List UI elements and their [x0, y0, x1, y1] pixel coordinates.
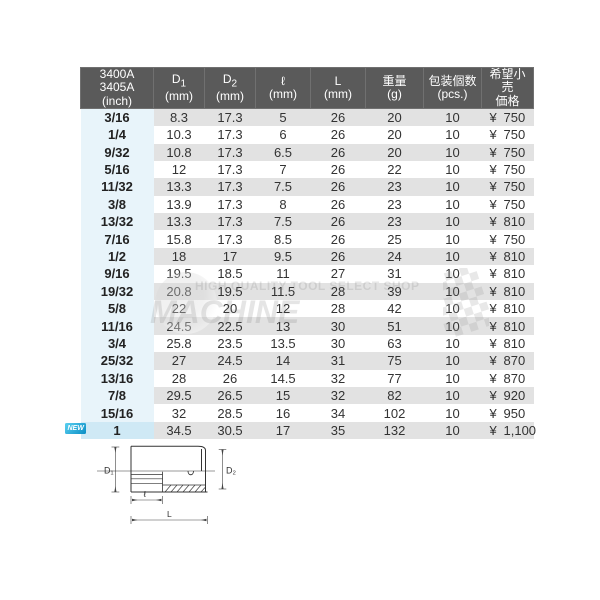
- svg-text:D₂: D₂: [226, 466, 236, 476]
- svg-text:L: L: [167, 509, 172, 519]
- svg-text:D₁: D₁: [104, 466, 114, 476]
- svg-text:ℓ: ℓ: [143, 489, 147, 499]
